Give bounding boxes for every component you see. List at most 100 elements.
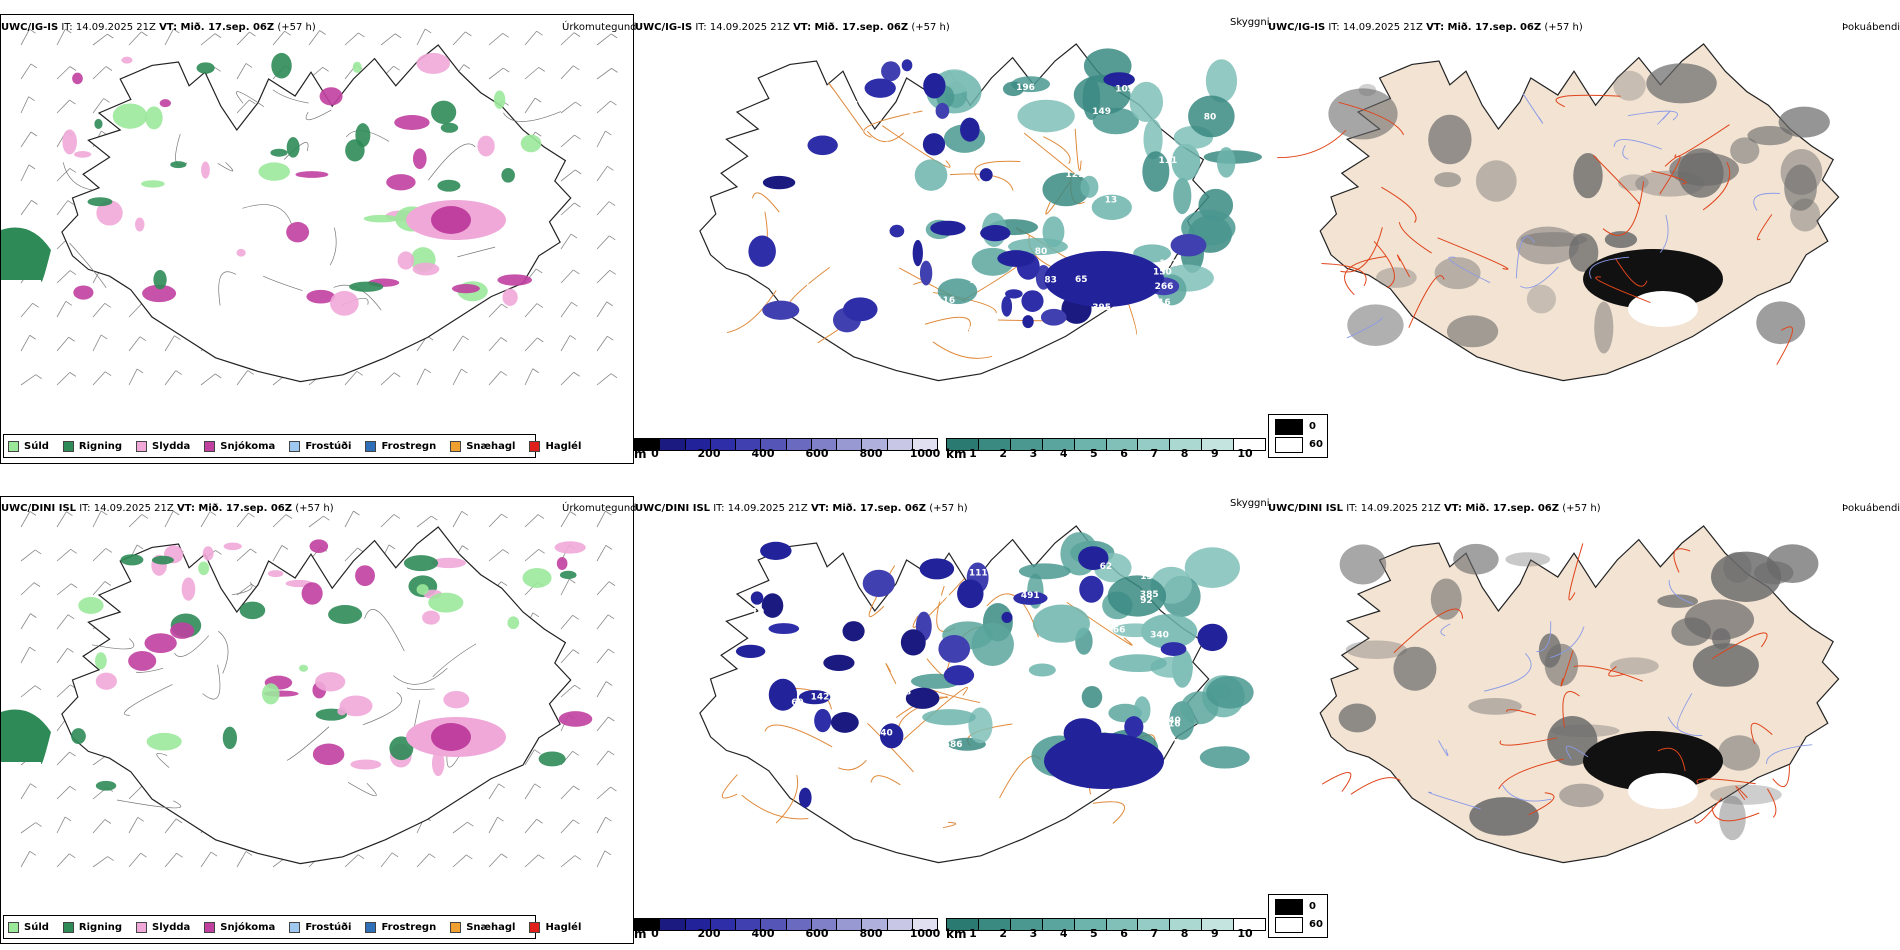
colorbar-cell-2 [1010,439,1043,450]
road-line [721,774,738,799]
precip-cell [295,171,329,178]
colorbar-cell-4 [1074,439,1107,450]
tick-label: 3 [1029,447,1038,460]
fog-label-0: 0 [1309,421,1316,432]
cloudbase-value: 92 [1140,596,1153,606]
fog-cell [1453,543,1499,575]
wind-barb [56,372,77,386]
wind-barb [560,134,581,148]
road-line [406,687,435,690]
precip-cell [258,162,291,181]
road-line [741,794,809,820]
wind-barb [452,510,469,528]
road-line [932,341,993,359]
legend-item-6: Snæhagl [450,921,515,933]
visibility-cell [1028,663,1056,677]
precip-cell [558,711,593,727]
cloudbase-value: 89 [768,793,781,803]
fog-label-0: 0 [1309,901,1316,912]
colorbar-cell-1 [660,919,686,930]
precip-cell [222,726,238,750]
colorbar-cell-2 [1010,919,1043,930]
cloudbase-value: 77 [872,113,885,123]
cloudbase-value: 140 [1162,716,1181,726]
fog-cell [1430,578,1462,620]
road-line [263,275,303,291]
river-line [1438,740,1449,757]
cloudbase-cell [1103,72,1135,87]
fog-cell [1434,172,1462,188]
wind-barb [56,583,78,596]
visibility-cell [1143,119,1163,160]
cloudbase-value: 118 [855,157,874,167]
wind-barb [20,96,35,114]
precip-cell [538,751,566,767]
wind-barb [20,334,36,352]
road-line [347,781,377,797]
cloudbase-cell [1124,716,1144,738]
visibility-cell [1173,177,1192,215]
wind-barb [560,371,580,386]
visibility-cell [1082,77,1101,121]
road-line [1657,747,1686,772]
cloudbase-value: 61 [1066,650,1079,660]
visibility-cell [1107,575,1167,617]
legend-label: Rigning [78,921,123,933]
precip-cell [493,90,506,109]
cloudbase-cell [923,73,946,99]
precip-cell [267,570,284,578]
fog-cell [1345,640,1408,660]
legend-label: Súld [24,440,49,452]
fog-title-row1: Þokuábendi [1842,22,1900,33]
wind-barb [236,548,257,562]
road-line [286,726,330,761]
road-line [1772,765,1790,788]
colorbar-cell-0 [635,439,661,450]
colorbar-cell-7 [1170,919,1203,930]
precip-cell [71,728,86,745]
tick-label: 9 [1210,447,1219,460]
legend-item-0: Súld [8,440,49,452]
cloudbase-cell [768,678,798,711]
cloud-map-row2: 23 13 97 69 35 82 89 210 142 66 71 62 121 171 324 340 11… [699,525,1254,864]
wind-barb [56,648,74,664]
wind-barb [56,548,77,562]
wind-barb [560,202,581,216]
colorbar-cell-5 [1106,919,1139,930]
river-line [1550,626,1585,659]
cloudbase-value: 97 [1019,773,1032,783]
precip-cell [1,709,51,764]
precip-cell [96,200,123,226]
precip-cell [319,87,343,106]
wind-barb [56,99,76,114]
wind-barb [560,233,578,250]
cloudbase-cell [930,220,966,236]
road-line [432,643,477,677]
precip-cell [299,664,309,672]
visibility-cell [1017,99,1075,133]
legend-label: Slydda [152,440,191,452]
visibility-cell [937,278,978,305]
height-unit-row2: m [634,927,647,941]
vis-colorbar-row1 [946,438,1266,451]
cloudbase-value: 111 [969,568,988,578]
cloudbase-value: 83 [1044,276,1057,286]
cloud-title-row2: Skyggni [1230,498,1270,509]
road-line [503,111,562,122]
precip-cell [339,695,373,717]
road-line [1673,548,1691,573]
fog-legend-row2: 0 60 [1268,894,1328,938]
colorbar-cell-7 [1170,439,1203,450]
fog-cell [1610,657,1659,675]
wind-barb [92,581,112,596]
cloudbase-cell [905,687,940,709]
visibility-cell [1140,614,1198,649]
cloudbase-value: 95 [823,192,836,202]
vis-unit-row2: km [946,927,967,941]
road-line [828,82,864,131]
road-line [1381,186,1417,223]
cloudbase-value: 196 [1016,83,1035,93]
cloudbase-value: 395 [1092,303,1111,313]
visibility-cell [1091,194,1132,220]
colorbar-cell-7 [811,919,837,930]
